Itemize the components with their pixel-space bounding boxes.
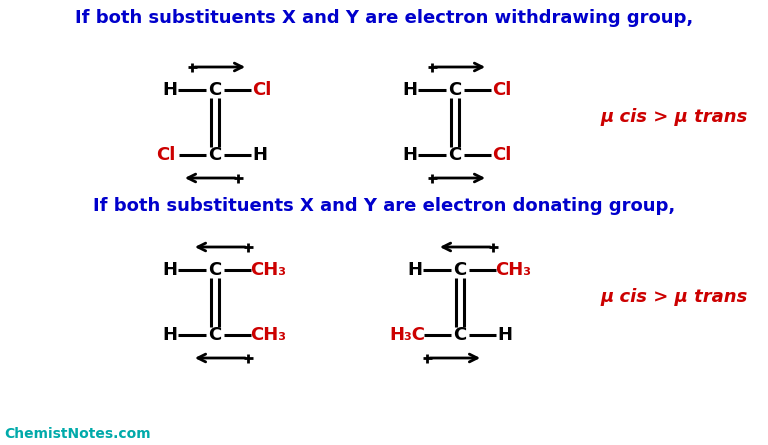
Text: H: H (498, 326, 512, 344)
Text: C: C (208, 146, 222, 164)
Text: If both substituents X and Y are electron withdrawing group,: If both substituents X and Y are electro… (74, 9, 694, 27)
Text: CH₃: CH₃ (250, 326, 286, 344)
Text: H: H (163, 326, 177, 344)
Text: Cl: Cl (157, 146, 176, 164)
Text: If both substituents X and Y are electron donating group,: If both substituents X and Y are electro… (93, 197, 675, 215)
Text: C: C (208, 81, 222, 99)
Text: H: H (163, 261, 177, 279)
Text: C: C (208, 326, 222, 344)
Text: CH₃: CH₃ (250, 261, 286, 279)
Text: C: C (208, 261, 222, 279)
Text: C: C (453, 261, 467, 279)
Text: C: C (449, 146, 462, 164)
Text: H₃C: H₃C (389, 326, 425, 344)
Text: Cl: Cl (492, 146, 511, 164)
Text: Cl: Cl (492, 81, 511, 99)
Text: μ cis > μ trans: μ cis > μ trans (600, 109, 747, 126)
Text: H: H (402, 146, 418, 164)
Text: H: H (253, 146, 267, 164)
Text: ChemistNotes.com: ChemistNotes.com (4, 427, 151, 441)
Text: H: H (402, 81, 418, 99)
Text: μ cis > μ trans: μ cis > μ trans (600, 288, 747, 307)
Text: H: H (163, 81, 177, 99)
Text: Cl: Cl (253, 81, 272, 99)
Text: CH₃: CH₃ (495, 261, 531, 279)
Text: H: H (408, 261, 422, 279)
Text: C: C (449, 81, 462, 99)
Text: C: C (453, 326, 467, 344)
